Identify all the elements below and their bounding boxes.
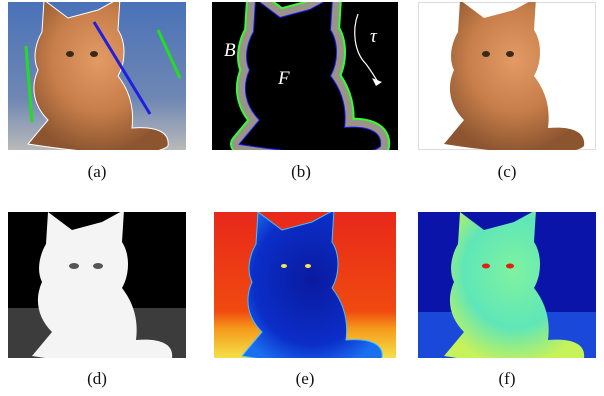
caption-b: (b) bbox=[291, 162, 311, 181]
jet-map-f bbox=[418, 212, 596, 358]
extracted-cat bbox=[418, 2, 596, 150]
background-label: B bbox=[224, 40, 236, 61]
jet-map-e bbox=[214, 212, 396, 358]
band-width-label: τ bbox=[370, 26, 378, 47]
caption-f: (f) bbox=[498, 369, 516, 388]
panel-c bbox=[418, 2, 596, 150]
background-scribble-left bbox=[24, 45, 34, 123]
panel-b: B F τ bbox=[212, 2, 398, 150]
foreground-scribble bbox=[92, 21, 152, 115]
caption-e: (e) bbox=[295, 369, 315, 388]
band-arrow bbox=[354, 13, 379, 83]
caption-c: (c) bbox=[497, 162, 517, 181]
background-scribble-right bbox=[156, 29, 182, 79]
caption-d: (d) bbox=[87, 369, 107, 388]
cat-photo-with-scribbles bbox=[8, 2, 186, 150]
caption-a: (a) bbox=[87, 162, 107, 181]
panel-e bbox=[214, 212, 396, 358]
panel-d bbox=[8, 212, 186, 358]
panel-f bbox=[418, 212, 596, 358]
panel-a bbox=[8, 2, 186, 150]
alpha-matte bbox=[8, 212, 186, 358]
foreground-label: F bbox=[277, 68, 290, 89]
trimap: B F τ bbox=[212, 2, 398, 150]
